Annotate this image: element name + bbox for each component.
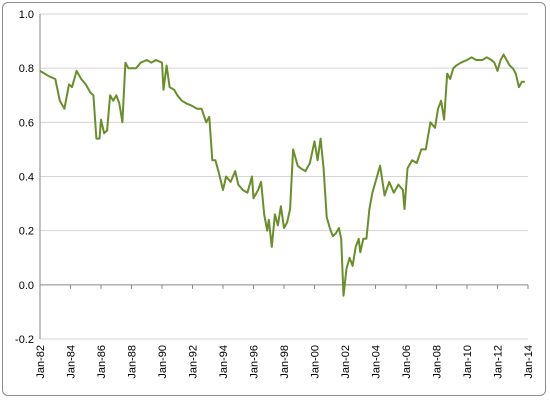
x-tick-label: Jan-88 xyxy=(127,345,139,379)
x-tick-label: Jan-96 xyxy=(249,345,261,379)
gridlines xyxy=(40,13,528,340)
x-axis: Jan-82 Jan-84 Jan-86 Jan-88 Jan-90 Jan-92 Jan-… xyxy=(35,14,535,379)
series-line-0 xyxy=(39,53,525,297)
y-tick-label: 1.0 xyxy=(19,9,34,21)
x-tick-label: Jan-08 xyxy=(432,345,444,379)
y-tick-label: 0.8 xyxy=(19,63,34,75)
y-axis: -0.2 0.0 0.2 0.4 0.6 0.8 1.0 xyxy=(15,9,34,346)
x-tick-label: Jan-84 xyxy=(66,345,78,379)
x-tick-label: Jan-12 xyxy=(493,345,505,379)
x-tick-label: Jan-02 xyxy=(340,345,352,379)
x-tick-label: Jan-00 xyxy=(310,345,322,379)
x-tick-label: Jan-94 xyxy=(218,345,230,379)
x-tick-label: Jan-98 xyxy=(279,345,291,379)
x-tick-label: Jan-14 xyxy=(523,345,535,379)
x-tick-label: Jan-04 xyxy=(371,345,383,379)
y-tick-label: 0.4 xyxy=(19,172,34,184)
y-tick-label: 0.2 xyxy=(19,226,34,238)
x-tick-label: Jan-82 xyxy=(35,345,47,379)
x-tick-label: Jan-10 xyxy=(462,345,474,379)
x-tick-label: Jan-92 xyxy=(188,345,200,379)
y-tick-label: 0.6 xyxy=(19,117,34,129)
y-tick-label: -0.2 xyxy=(15,334,34,346)
x-tick-label: Jan-86 xyxy=(96,345,108,379)
series-layer xyxy=(39,53,525,297)
x-tick-label: Jan-06 xyxy=(401,345,413,379)
x-tick-label: Jan-90 xyxy=(157,345,169,379)
y-tick-label: 0.0 xyxy=(19,280,34,292)
